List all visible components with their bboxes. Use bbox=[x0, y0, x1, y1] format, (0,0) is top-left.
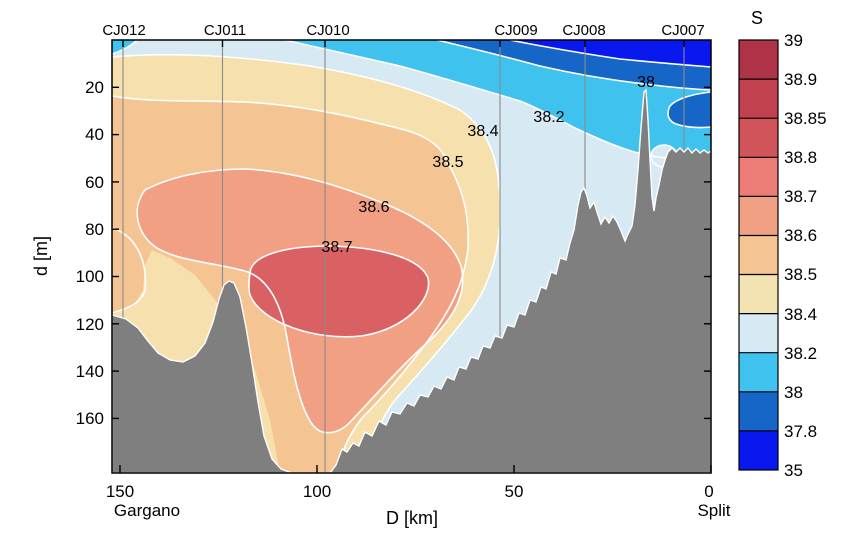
colorbar-tick-labels: 39 38.9 38.85 38.8 38.7 38.6 38.5 38.4 3… bbox=[784, 31, 827, 480]
colorbar-dividers bbox=[739, 78, 778, 432]
contour-line-38.5-pocket bbox=[111, 227, 147, 314]
contour-lines bbox=[111, 39, 712, 474]
colorbar-segment-38.9-38.85 bbox=[739, 79, 778, 119]
colorbar-label-38.85: 38.85 bbox=[784, 109, 827, 128]
station-label-cj009: CJ009 bbox=[494, 22, 537, 39]
tick-marks bbox=[112, 40, 712, 473]
band-37.8-38-right-pocket bbox=[668, 92, 711, 128]
x-tick-label-0: 0 bbox=[704, 482, 713, 501]
colorbar-label-38.7: 38.7 bbox=[784, 187, 817, 206]
colorbar-label-38.2: 38.2 bbox=[784, 344, 817, 363]
contour-line-38.7 bbox=[248, 245, 430, 338]
contour-line-38.2-corner bbox=[111, 39, 138, 55]
colorbar-segment-38.6-38.5 bbox=[739, 235, 778, 275]
contour-line-38.5 bbox=[111, 95, 470, 474]
colorbar-label-38.4: 38.4 bbox=[784, 305, 817, 324]
caption-gargano: Gargano bbox=[114, 501, 180, 520]
y-tick-label-60: 60 bbox=[85, 173, 104, 192]
y-axis-title: d [m] bbox=[31, 236, 51, 276]
contour-line-38.2 bbox=[284, 39, 669, 159]
x-axis-title: D [km] bbox=[386, 508, 438, 528]
contour-label-38.5: 38.5 bbox=[432, 154, 463, 171]
y-tick-label-140: 140 bbox=[76, 362, 104, 381]
colorbar-label-38.5: 38.5 bbox=[784, 265, 817, 284]
contour-line-38 bbox=[436, 39, 712, 91]
colorbar-label-38: 38 bbox=[784, 383, 803, 402]
y-tick-label-100: 100 bbox=[76, 267, 104, 286]
x-tick-label-100: 100 bbox=[303, 482, 331, 501]
band-38-38.2-left-corner bbox=[112, 40, 137, 54]
colorbar-segment-38.4-38.2 bbox=[739, 313, 778, 353]
contour-label-38.6: 38.6 bbox=[358, 199, 389, 216]
y-tick-label-40: 40 bbox=[85, 125, 104, 144]
x-tick-label-50: 50 bbox=[505, 482, 524, 501]
contour-label-38.4: 38.4 bbox=[467, 123, 498, 140]
colorbar-segment-38.8-38.7 bbox=[739, 157, 778, 197]
contour-label-38: 38 bbox=[637, 74, 655, 91]
colorbar-segment-38-37.8 bbox=[739, 391, 778, 431]
colorbar-label-39: 39 bbox=[784, 31, 803, 50]
station-labels: CJ012 CJ011 CJ010 CJ009 CJ008 CJ007 bbox=[102, 22, 704, 39]
colorbar-label-38.6: 38.6 bbox=[784, 226, 817, 245]
station-label-cj011: CJ011 bbox=[204, 22, 246, 39]
colorbar-segment-39-38.9 bbox=[739, 40, 778, 80]
colorbar-label-37.8: 37.8 bbox=[784, 422, 817, 441]
station-label-cj007: CJ007 bbox=[661, 22, 704, 39]
station-label-cj010: CJ010 bbox=[306, 22, 349, 39]
contour-line-38.4 bbox=[111, 54, 501, 474]
colorbar-title: S bbox=[751, 8, 763, 28]
contour-value-labels: 38.4 38.2 38.5 38.6 38.7 38 bbox=[321, 74, 655, 256]
band-35-37.8-surface bbox=[510, 40, 711, 67]
y-tick-label-80: 80 bbox=[85, 220, 104, 239]
x-tick-labels: 150 100 50 0 bbox=[106, 482, 714, 501]
x-tick-label-150: 150 bbox=[106, 482, 134, 501]
band-38.7-38.8-core bbox=[248, 246, 429, 337]
station-label-cj008: CJ008 bbox=[562, 22, 605, 39]
contour-line-38-pocket bbox=[667, 91, 712, 129]
contour-line-38.6 bbox=[136, 168, 464, 434]
y-tick-labels: 20 40 60 80 100 120 140 160 bbox=[76, 78, 104, 428]
seafloor bbox=[111, 88, 712, 474]
contour-label-38.2: 38.2 bbox=[533, 109, 564, 126]
colorbar-segment-38.7-38.6 bbox=[739, 196, 778, 236]
colorbar: S 39 38.9 38.85 38.8 bbox=[738, 8, 827, 480]
colorbar-label-35: 35 bbox=[784, 461, 803, 480]
colorbar-segment-38.5-38.4 bbox=[739, 274, 778, 314]
station-label-cj012: CJ012 bbox=[102, 22, 145, 39]
y-tick-label-20: 20 bbox=[85, 78, 104, 97]
colorbar-segment-37.8-35 bbox=[739, 430, 778, 470]
plot-frame bbox=[111, 39, 712, 474]
colorbar-label-38.9: 38.9 bbox=[784, 70, 817, 89]
colorbar-segment-38.2-38 bbox=[739, 352, 778, 392]
y-tick-label-120: 120 bbox=[76, 315, 104, 334]
y-tick-label-160: 160 bbox=[76, 409, 104, 428]
colorbar-frame bbox=[738, 39, 779, 471]
caption-split: Split bbox=[697, 501, 730, 520]
colorbar-label-38.8: 38.8 bbox=[784, 148, 817, 167]
contour-label-38.7: 38.7 bbox=[321, 239, 352, 256]
colorbar-segment-38.85-38.8 bbox=[739, 118, 778, 158]
